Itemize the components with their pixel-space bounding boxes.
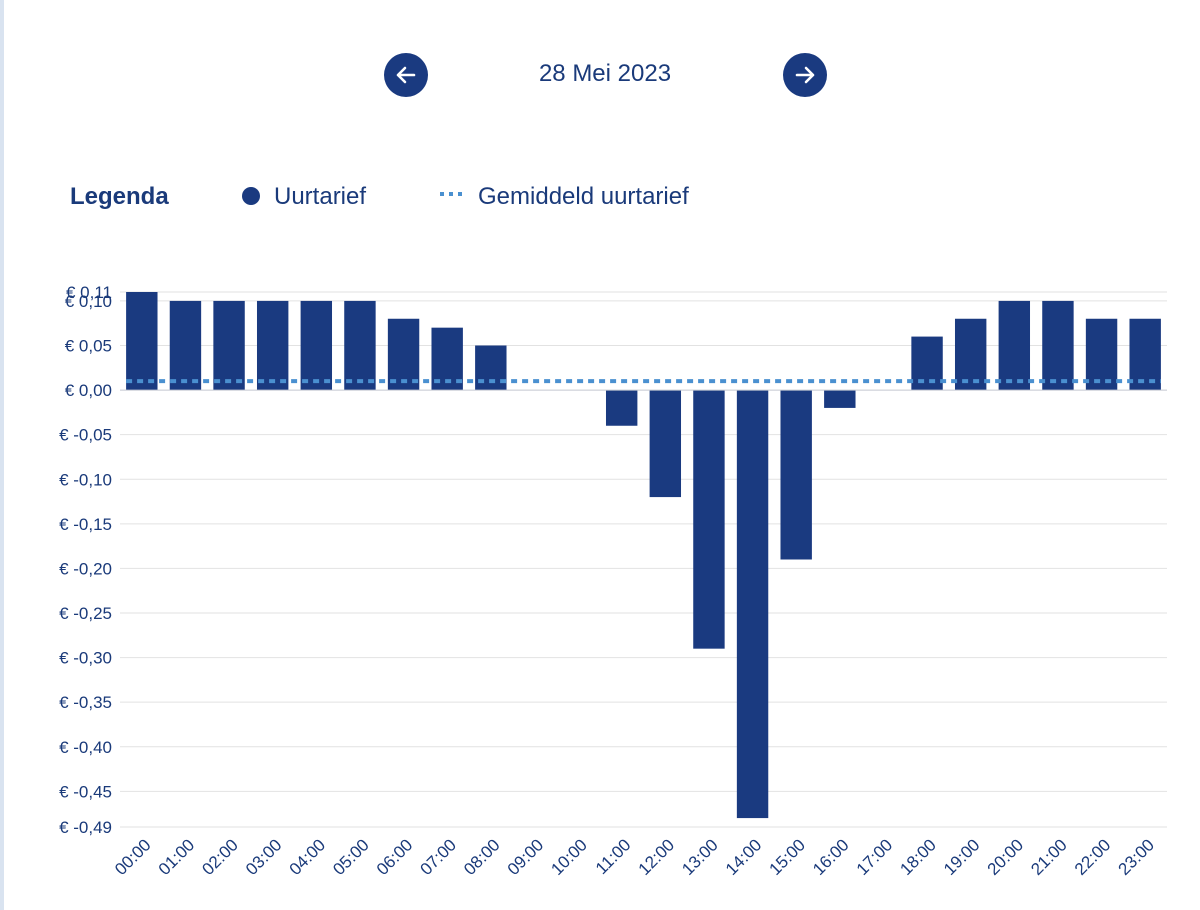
x-tick-label: 16:00 (809, 835, 853, 879)
x-tick-label: 18:00 (896, 835, 940, 879)
x-tick-label: 00:00 (111, 835, 155, 879)
bar (1129, 318, 1161, 391)
bar (169, 300, 202, 391)
bar (256, 300, 289, 391)
y-tick-label: € 0,11 (66, 283, 112, 302)
bar (954, 318, 987, 391)
legend-item-average-rate: Gemiddeld uurtarief (440, 183, 689, 211)
bar (213, 300, 245, 391)
bar (300, 300, 333, 391)
x-tick-label: 20:00 (984, 835, 1028, 879)
y-tick-label: € 0,05 (65, 337, 112, 356)
legend-label-hourly-rate: Uurtarief (274, 183, 367, 210)
bar (605, 390, 638, 426)
arrow-left-icon (396, 66, 416, 84)
bar (736, 390, 769, 819)
x-tick-label: 03:00 (242, 835, 286, 879)
x-tick-label: 23:00 (1114, 835, 1158, 879)
dotted-line-icon (440, 192, 462, 196)
x-tick-label: 01:00 (155, 835, 199, 879)
x-tick-label: 11:00 (592, 835, 635, 878)
x-tick-label: 04:00 (286, 835, 330, 879)
bar (693, 390, 725, 649)
left-border (0, 0, 4, 910)
x-tick-label: 15:00 (765, 835, 809, 879)
bar (911, 336, 943, 391)
x-tick-label: 12:00 (635, 835, 679, 879)
legend-title: Legenda (70, 183, 169, 210)
x-tick-label: 21:00 (1027, 835, 1071, 879)
bar (1085, 318, 1118, 391)
legend-label-average-rate: Gemiddeld uurtarief (478, 183, 689, 210)
bar (387, 318, 420, 391)
previous-day-button[interactable] (384, 53, 428, 97)
y-tick-label: € -0,45 (59, 782, 112, 801)
x-tick-label: 09:00 (504, 835, 548, 879)
y-tick-label: € -0,15 (59, 515, 112, 534)
next-day-button[interactable] (783, 53, 827, 97)
x-tick-label: 13:00 (678, 835, 722, 879)
selected-date: 28 Mei 2023 (538, 60, 672, 87)
x-tick-label: 07:00 (416, 835, 460, 879)
legend-item-hourly-rate: Uurtarief (242, 183, 366, 211)
dot-icon (242, 187, 260, 205)
y-tick-label: € -0,30 (59, 649, 112, 668)
x-tick-label: 14:00 (722, 835, 766, 879)
y-tick-label: € 0,10 (65, 292, 112, 311)
y-tick-label: € -0,05 (59, 426, 112, 445)
x-tick-label: 19:00 (940, 835, 984, 879)
y-tick-label: € -0,20 (59, 559, 112, 578)
y-tick-label: € -0,35 (59, 693, 112, 712)
y-tick-label: € -0,10 (59, 470, 112, 489)
bar (344, 300, 376, 391)
bar (649, 390, 682, 498)
x-tick-label: 10:00 (547, 835, 591, 879)
bar (780, 390, 812, 560)
y-tick-label: € -0,40 (59, 738, 112, 757)
bar (824, 390, 856, 408)
bar (1042, 300, 1074, 391)
y-tick-label: € 0,00 (65, 381, 112, 400)
x-tick-label: 06:00 (373, 835, 417, 879)
x-tick-label: 08:00 (460, 835, 504, 879)
y-tick-label: € -0,25 (59, 604, 112, 623)
x-tick-label: 05:00 (329, 835, 373, 879)
bar (475, 345, 507, 391)
x-tick-label: 02:00 (198, 835, 242, 879)
y-tick-label: € -0,49 (59, 818, 112, 837)
arrow-right-icon (795, 66, 815, 84)
x-tick-label: 17:00 (853, 835, 897, 879)
bar (998, 300, 1031, 391)
bar (126, 292, 158, 391)
x-tick-label: 22:00 (1071, 835, 1115, 879)
